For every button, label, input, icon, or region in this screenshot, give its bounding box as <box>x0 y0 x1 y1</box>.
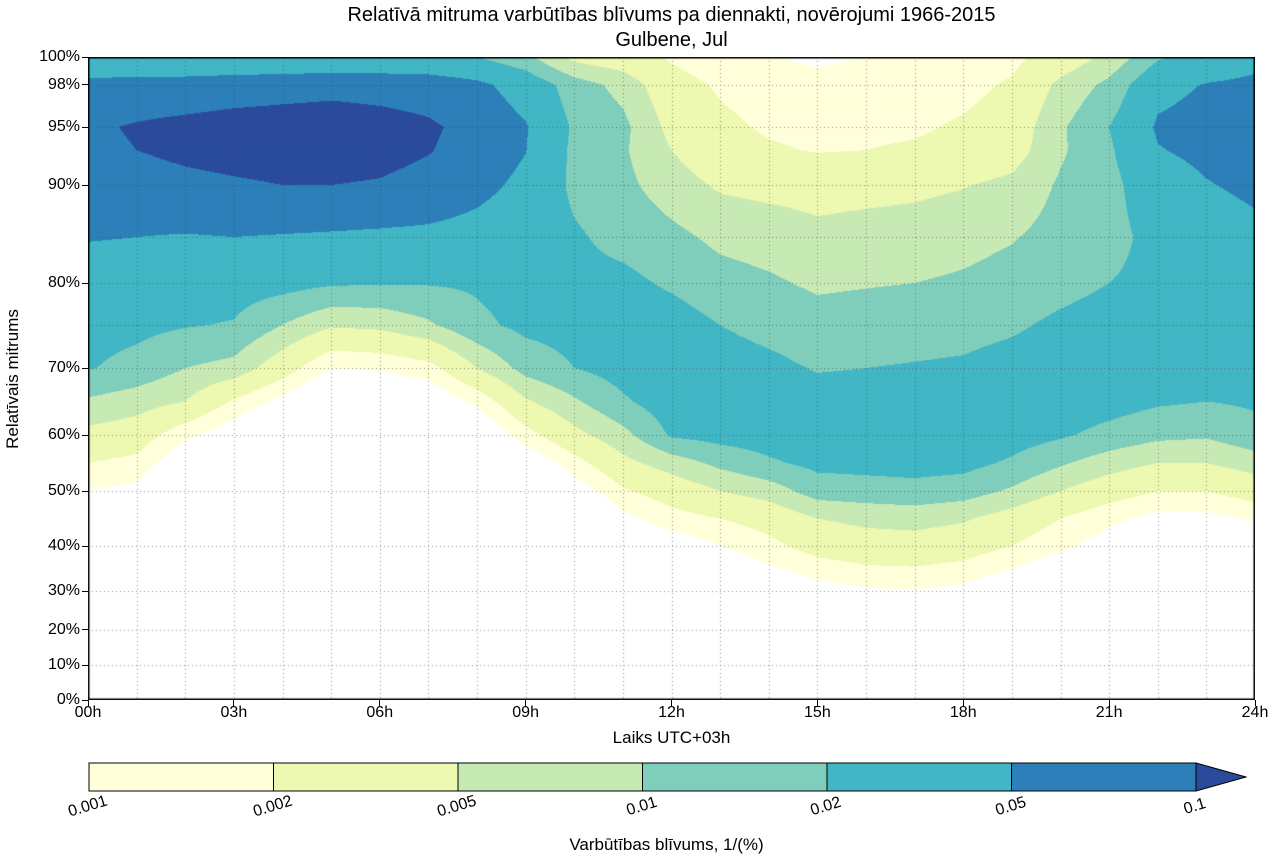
y-tick-mark <box>82 126 88 128</box>
x-tick-mark <box>87 700 89 706</box>
chart-subtitle: Gulbene, Jul <box>615 29 728 51</box>
y-tick-mark <box>82 184 88 186</box>
colorbar-tick-label: 0.1 <box>1181 795 1208 818</box>
x-tick-mark <box>379 700 381 706</box>
y-tick-mark <box>82 699 88 701</box>
colorbar-tick-label: 0.005 <box>435 792 479 821</box>
y-tick-label: 95% <box>47 118 80 136</box>
x-tick-label: 00h <box>74 704 102 721</box>
y-tick-mark <box>82 629 88 631</box>
x-tick-label: 09h <box>512 704 539 721</box>
y-tick-label: 90% <box>47 176 80 194</box>
y-tick-mark <box>82 56 88 58</box>
y-tick-label: 70% <box>47 359 80 377</box>
colorbar-tick-label: 0.001 <box>66 792 110 821</box>
x-tick-label: 06h <box>366 704 394 721</box>
x-tick-mark <box>233 700 235 706</box>
colorbar-label: Varbūtības blīvums, 1/(%) <box>569 835 764 854</box>
y-tick-label: 60% <box>47 426 80 444</box>
y-tick-label: 10% <box>47 656 80 674</box>
chart-title: Relatīvā mitruma varbūtības blīvums pa d… <box>347 4 996 26</box>
contour-plot-canvas <box>88 57 1255 700</box>
y-tick-label: 98% <box>47 75 80 93</box>
colorbar-tick-label: 0.02 <box>808 793 844 820</box>
x-tick-label: 12h <box>658 704 685 721</box>
y-tick-label: 50% <box>47 482 80 500</box>
y-tick-mark <box>82 367 88 369</box>
y-tick-mark <box>82 590 88 592</box>
y-tick-label: 40% <box>47 537 80 554</box>
y-tick-mark <box>82 490 88 492</box>
colorbar-tick-label: 0.01 <box>623 793 659 820</box>
x-axis-label: Laiks UTC+03h <box>612 728 731 747</box>
x-tick-mark <box>1254 700 1256 706</box>
colorbar-svg <box>88 762 1248 792</box>
y-tick-label: 30% <box>47 582 80 599</box>
y-tick-mark <box>82 84 88 86</box>
colorbar <box>88 762 1248 792</box>
y-tick-mark <box>82 664 88 666</box>
y-tick-mark <box>82 434 88 436</box>
x-tick-label: 15h <box>804 704 831 721</box>
colorbar-tick-label: 0.05 <box>992 793 1028 820</box>
x-tick-label: 24h <box>1241 704 1269 721</box>
y-tick-label: 80% <box>47 274 80 291</box>
colorbar-tick-label: 0.002 <box>250 792 294 821</box>
x-tick-mark <box>962 700 964 706</box>
y-tick-label: 20% <box>47 620 80 638</box>
x-tick-mark <box>525 700 527 706</box>
y-tick-label: 100% <box>39 48 80 65</box>
x-tick-mark <box>671 700 672 706</box>
y-tick-label: 0% <box>56 691 80 708</box>
x-tick-label: 21h <box>1095 704 1123 721</box>
x-tick-label: 18h <box>949 704 977 721</box>
x-tick-mark <box>816 700 818 706</box>
x-tick-mark <box>1108 700 1110 706</box>
y-tick-mark <box>82 282 88 284</box>
x-tick-label: 03h <box>220 704 248 721</box>
y-tick-mark <box>82 545 88 547</box>
